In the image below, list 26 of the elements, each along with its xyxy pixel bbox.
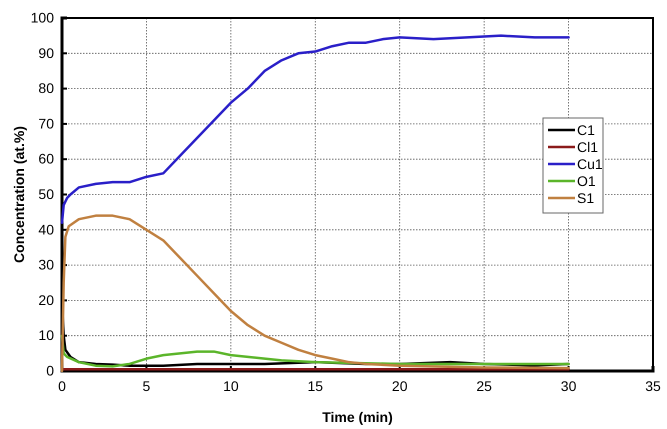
x-tick-label: 30 — [560, 378, 577, 394]
x-axis-title: Time (min) — [322, 409, 393, 425]
y-tick-label: 30 — [38, 256, 54, 273]
legend-label: C1 — [577, 122, 596, 138]
legend-label: Cl1 — [577, 139, 598, 155]
y-tick-label: 50 — [38, 186, 54, 202]
y-tick-label: 100 — [30, 9, 54, 26]
x-tick-label: 0 — [58, 378, 66, 394]
x-tick-label: 35 — [645, 378, 661, 394]
y-tick-label: 0 — [46, 362, 54, 378]
y-tick-label: 10 — [38, 327, 54, 344]
legend-label: O1 — [577, 173, 596, 189]
legend-label: Cu1 — [577, 156, 603, 172]
x-tick-label: 25 — [476, 378, 492, 394]
y-tick-label: 60 — [38, 150, 54, 167]
x-tick-label: 10 — [223, 378, 239, 394]
x-tick-label: 15 — [307, 378, 324, 394]
y-tick-label: 80 — [38, 80, 54, 96]
x-tick-label: 5 — [142, 378, 151, 394]
y-axis-title: Concentration (at.%) — [11, 126, 27, 263]
y-tick-label: 20 — [38, 292, 54, 308]
x-tick-label: 20 — [392, 378, 408, 394]
y-tick-label: 40 — [38, 221, 54, 238]
y-tick-label: 70 — [38, 115, 54, 132]
y-tick-label: 90 — [38, 44, 54, 61]
legend-label: S1 — [577, 190, 594, 206]
